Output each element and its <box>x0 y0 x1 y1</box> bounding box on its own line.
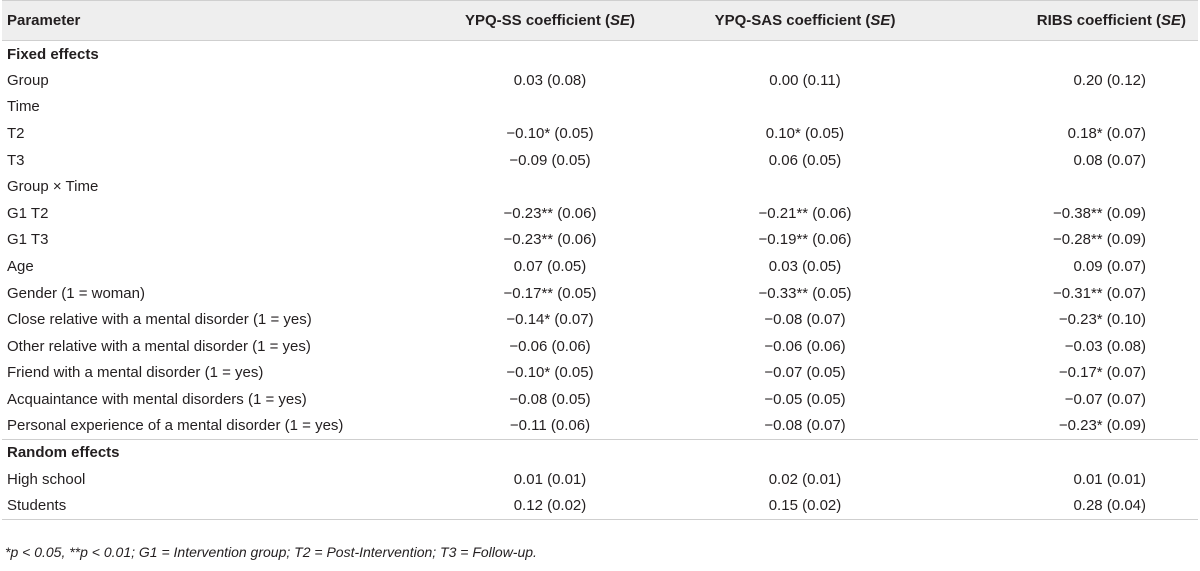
cell-value: −0.17* (0.07) <box>1058 364 1146 382</box>
cell-value: −0.23** (0.06) <box>503 231 597 249</box>
cell-value: −0.08 (0.07) <box>764 417 846 435</box>
row-label: Close relative with a mental disorder (1… <box>7 311 312 329</box>
cell-value: −0.31** (0.07) <box>1053 284 1146 302</box>
header-ypq-sas: YPQ-SAS coefficient (SE) <box>660 0 950 41</box>
table-body: Fixed effects Group 0.03 (0.08) 0.00 (0.11)… <box>2 40 1198 520</box>
row-label: Personal experience of a mental disorder… <box>7 417 344 435</box>
row-label: Gender (1 = woman) <box>7 284 145 302</box>
table-row: High school 0.01 (0.01) 0.02 (0.01) 0.01 (0… <box>2 466 1198 493</box>
cell-value: 0.18* (0.07) <box>1067 125 1146 143</box>
header-parameter: Parameter <box>2 0 440 41</box>
cell-value <box>440 173 660 200</box>
cell-value: −0.33** (0.05) <box>758 284 852 302</box>
table-row: Other relative with a mental disorder (1… <box>2 333 1198 360</box>
cell-value: −0.38** (0.09) <box>1053 204 1146 222</box>
cell-value: −0.21** (0.06) <box>758 204 852 222</box>
cell-value: 0.06 (0.05) <box>768 151 842 169</box>
cell-value: −0.14* (0.07) <box>506 311 594 329</box>
row-label: Group <box>7 71 49 89</box>
table-row: Personal experience of a mental disorder… <box>2 413 1198 440</box>
cell-value: 0.09 (0.07) <box>1073 258 1146 276</box>
cell-value: 0.01 (0.01) <box>513 470 587 488</box>
cell-value <box>950 94 1198 121</box>
table-row: G1 T3 −0.23** (0.06) −0.19** (0.06) −0.28**… <box>2 227 1198 254</box>
cell-value: 0.12 (0.02) <box>513 497 587 515</box>
cell-value: 0.28 (0.04) <box>1073 497 1146 515</box>
table-row: G1 T2 −0.23** (0.06) −0.21** (0.06) −0.38**… <box>2 200 1198 227</box>
cell-value: −0.07 (0.07) <box>1064 391 1146 409</box>
cell-value: −0.05 (0.05) <box>764 391 846 409</box>
row-label: Acquaintance with mental disorders (1 = … <box>7 391 307 409</box>
cell-value <box>950 173 1198 200</box>
row-label: Other relative with a mental disorder (1… <box>7 337 311 355</box>
cell-value: 0.20 (0.12) <box>1073 71 1146 89</box>
cell-value <box>660 173 950 200</box>
cell-value: −0.08 (0.05) <box>509 391 591 409</box>
cell-value: −0.11 (0.06) <box>509 417 591 435</box>
cell-value: −0.17** (0.05) <box>503 284 597 302</box>
header-ribs: RIBS coefficient (SE) <box>950 0 1198 41</box>
cell-value: −0.08 (0.07) <box>764 311 846 329</box>
section-title: Fixed effects <box>7 45 99 63</box>
cell-value: 0.01 (0.01) <box>1073 470 1146 488</box>
table-row: T3 −0.09 (0.05) 0.06 (0.05) 0.08 (0.07) <box>2 147 1198 174</box>
section-header-row: Fixed effects <box>2 40 1198 68</box>
cell-value: −0.19** (0.06) <box>758 231 852 249</box>
table-row: Group × Time <box>2 173 1198 200</box>
cell-value: 0.03 (0.05) <box>768 258 842 276</box>
table-row: Acquaintance with mental disorders (1 = … <box>2 386 1198 413</box>
cell-value: −0.06 (0.06) <box>764 337 846 355</box>
cell-value <box>660 94 950 121</box>
table-row: Time <box>2 94 1198 121</box>
cell-value: 0.03 (0.08) <box>513 71 587 89</box>
cell-value: −0.23** (0.06) <box>503 204 597 222</box>
cell-value: −0.07 (0.05) <box>764 364 846 382</box>
cell-value: −0.23* (0.09) <box>1058 417 1146 435</box>
row-label: Friend with a mental disorder (1 = yes) <box>7 364 264 382</box>
row-label: G1 T2 <box>7 204 49 222</box>
table-row: Age 0.07 (0.05) 0.03 (0.05) 0.09 (0.07) <box>2 253 1198 280</box>
row-label: Group × Time <box>7 178 99 196</box>
cell-value: −0.23* (0.10) <box>1058 311 1146 329</box>
cell-value: −0.10* (0.05) <box>506 125 594 143</box>
header-ypq-ss: YPQ-SS coefficient (SE) <box>440 0 660 41</box>
cell-value: −0.03 (0.08) <box>1064 337 1146 355</box>
row-label: Age <box>7 258 34 276</box>
cell-value: −0.10* (0.05) <box>506 364 594 382</box>
table-row: T2 −0.10* (0.05) 0.10* (0.05) 0.18* (0.07) <box>2 120 1198 147</box>
section-header-row: Random effects <box>2 439 1198 466</box>
cell-value: 0.10* (0.05) <box>765 125 845 143</box>
cell-value: 0.02 (0.01) <box>768 470 842 488</box>
cell-value: 0.15 (0.02) <box>768 497 842 515</box>
section-title: Random effects <box>7 444 120 462</box>
cell-value: 0.00 (0.11) <box>769 71 841 89</box>
row-label: T2 <box>7 125 25 143</box>
coefficients-table: Parameter YPQ-SS coefficient (SE) YPQ-SA… <box>2 0 1198 520</box>
cell-value <box>440 94 660 121</box>
row-label: G1 T3 <box>7 231 49 249</box>
coefficients-table-container: Parameter YPQ-SS coefficient (SE) YPQ-SA… <box>2 0 1198 520</box>
table-footnote: *p < 0.05, **p < 0.01; G1 = Intervention… <box>5 544 537 560</box>
table-row: Close relative with a mental disorder (1… <box>2 306 1198 333</box>
table-row: Students 0.12 (0.02) 0.15 (0.02) 0.28 (0.04… <box>2 493 1198 520</box>
table-row: Group 0.03 (0.08) 0.00 (0.11) 0.20 (0.12) <box>2 67 1198 94</box>
table-header-row: Parameter YPQ-SS coefficient (SE) YPQ-SA… <box>2 0 1198 41</box>
row-label: T3 <box>7 151 25 169</box>
table-row: Friend with a mental disorder (1 = yes) −… <box>2 360 1198 387</box>
cell-value: −0.09 (0.05) <box>509 151 591 169</box>
row-label: Time <box>7 98 40 116</box>
row-label: Students <box>7 497 67 515</box>
cell-value: −0.28** (0.09) <box>1053 231 1146 249</box>
cell-value: 0.08 (0.07) <box>1073 151 1146 169</box>
table-row: Gender (1 = woman) −0.17** (0.05) −0.33** … <box>2 280 1198 307</box>
row-label: High school <box>7 470 86 488</box>
cell-value: 0.07 (0.05) <box>513 258 587 276</box>
cell-value: −0.06 (0.06) <box>509 337 591 355</box>
